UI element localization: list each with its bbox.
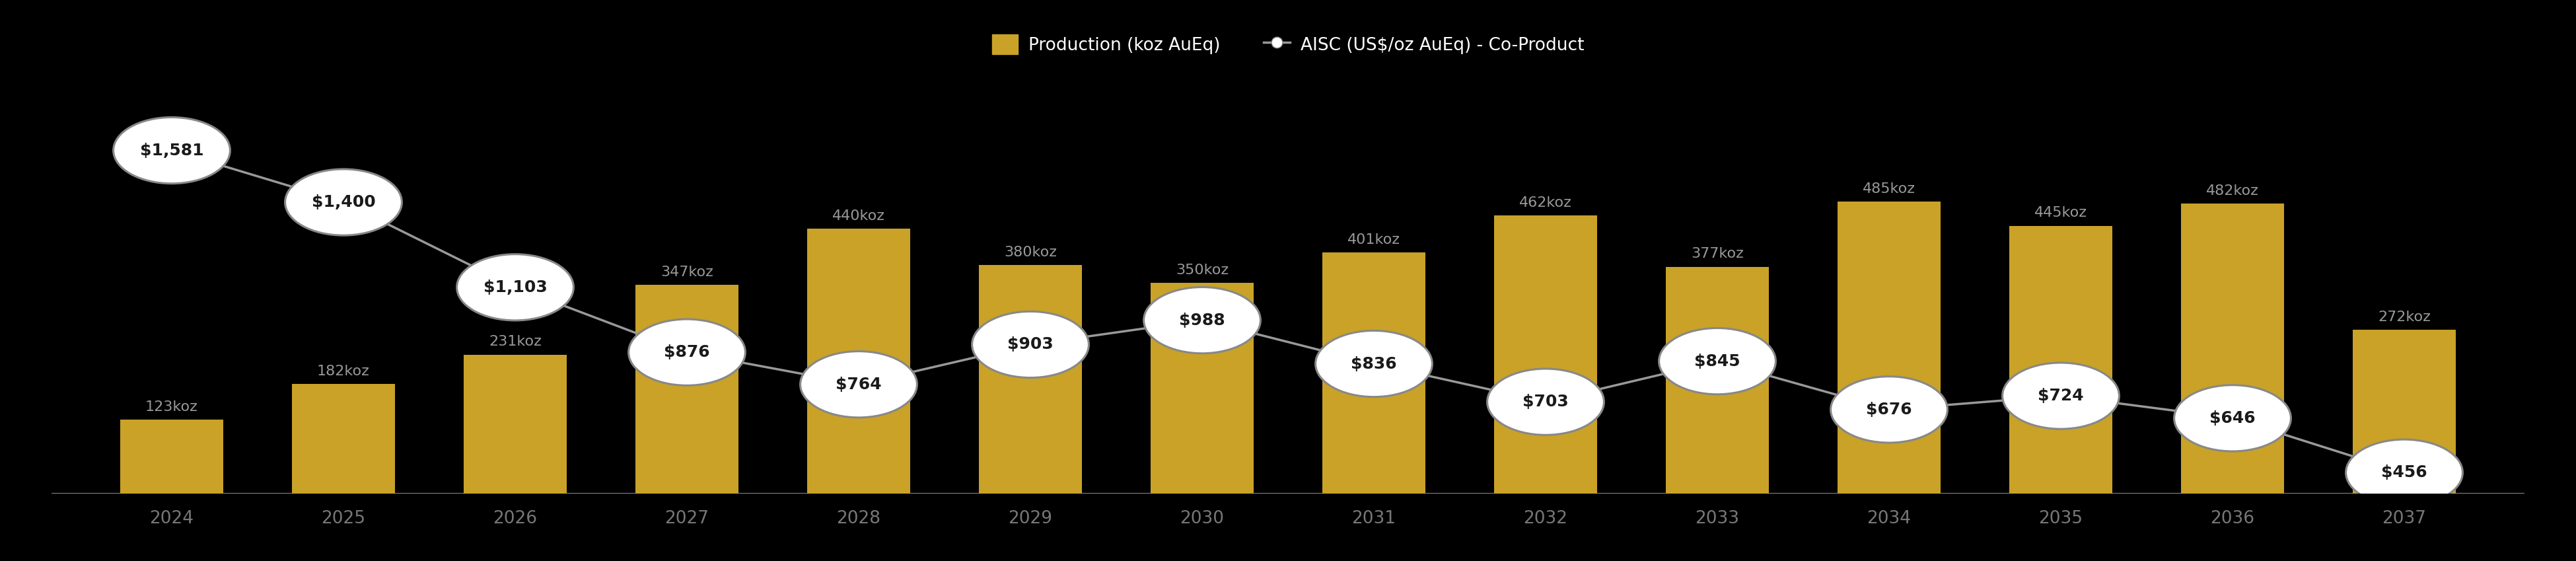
Bar [636,284,739,494]
Text: $724: $724 [2038,388,2084,404]
Bar [1151,283,1255,494]
Text: $876: $876 [665,344,711,360]
Ellipse shape [286,169,402,236]
Bar [1494,215,1597,494]
Bar [1837,201,1940,494]
Bar [979,265,1082,494]
Text: 182koz: 182koz [317,365,371,378]
Text: 350koz: 350koz [1175,264,1229,277]
Bar [121,420,224,494]
Bar [1321,252,1425,494]
Ellipse shape [971,311,1090,378]
Bar [1667,266,1770,494]
Bar [2352,330,2455,494]
Bar [291,384,394,494]
Ellipse shape [1832,376,1947,443]
Text: 272koz: 272koz [2378,311,2432,324]
Ellipse shape [1316,330,1432,397]
Text: 485koz: 485koz [1862,182,1917,196]
Text: $903: $903 [1007,337,1054,352]
Text: $1,581: $1,581 [139,142,204,158]
Legend: Production (koz AuEq), AISC (US$/oz AuEq) - Co-Product: Production (koz AuEq), AISC (US$/oz AuEq… [984,27,1592,62]
Text: 482koz: 482koz [2205,184,2259,197]
Text: 380koz: 380koz [1005,246,1056,259]
Text: $456: $456 [2380,465,2427,481]
Bar [464,355,567,494]
Ellipse shape [456,254,574,320]
Text: $676: $676 [1865,402,1911,417]
Text: 377koz: 377koz [1690,247,1744,261]
Ellipse shape [113,117,229,183]
Text: $836: $836 [1350,356,1396,372]
Ellipse shape [2174,385,2290,451]
Text: $1,103: $1,103 [484,279,546,295]
Text: $845: $845 [1695,353,1741,369]
Bar [2009,226,2112,494]
Text: 440koz: 440koz [832,209,886,223]
Ellipse shape [1144,287,1260,353]
Text: 347koz: 347koz [659,265,714,279]
Ellipse shape [2002,363,2120,429]
Text: $646: $646 [2210,410,2257,426]
Text: $1,400: $1,400 [312,194,376,210]
Text: 231koz: 231koz [489,335,541,348]
Text: 401koz: 401koz [1347,233,1401,246]
Ellipse shape [629,319,744,385]
Ellipse shape [2347,439,2463,505]
Text: 123koz: 123koz [144,401,198,413]
Bar [2182,204,2285,494]
Bar [806,229,909,494]
Text: $988: $988 [1180,312,1226,328]
Text: $764: $764 [835,376,881,392]
Ellipse shape [1659,328,1775,394]
Ellipse shape [1486,369,1605,435]
Ellipse shape [801,351,917,417]
Text: $703: $703 [1522,394,1569,410]
Text: 445koz: 445koz [2035,206,2087,220]
Text: 462koz: 462koz [1520,196,1571,209]
